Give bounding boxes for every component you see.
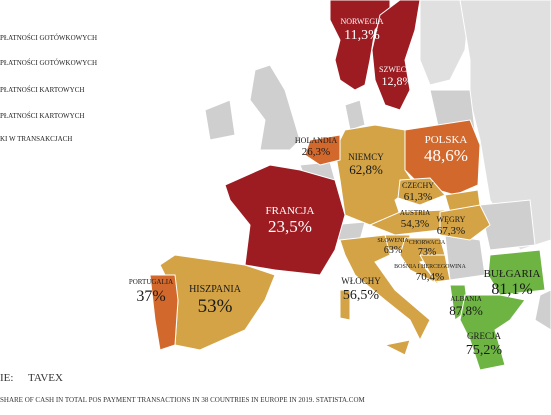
- country-name: PORTUGALIA: [129, 278, 173, 286]
- country-value: 26,3%: [302, 146, 330, 158]
- country-name: NORWEGIA: [340, 17, 383, 26]
- country-value: 87,8%: [449, 303, 483, 318]
- source-brand: TAVEX: [28, 372, 63, 384]
- source-label: IE:: [0, 372, 13, 384]
- footnote: SHARE OF CASH IN TOTAL POS PAYMENT TRANS…: [0, 396, 366, 404]
- legend-item: PŁATNOŚCI GOTÓWKOWYCH: [0, 34, 97, 42]
- background-countries: [204, 0, 551, 331]
- country-value: 62,8%: [349, 162, 383, 177]
- country-value: 70,4%: [416, 271, 444, 283]
- country-value: 53%: [198, 296, 233, 317]
- country-value: 73%: [418, 247, 436, 258]
- country-name: FRANCJA: [266, 205, 315, 217]
- country-value: 75,2%: [466, 343, 503, 358]
- country-name: SŁOWENIA: [377, 238, 409, 244]
- country-name: CZECHY: [402, 181, 434, 190]
- legend-item: PŁATNOŚCI KARTOWYCH: [0, 86, 84, 94]
- legend-item: PŁATNOŚCI GOTÓWKOWYCH: [0, 59, 97, 67]
- country-value: 56,5%: [343, 288, 380, 303]
- country-value: 61,3%: [404, 191, 432, 203]
- country-name: GRECJA: [467, 331, 502, 341]
- legend: PŁATNOŚCI GOTÓWKOWYCH PŁATNOŚCI GOTÓWKOWY…: [0, 34, 97, 143]
- country-name: CHORWACJA: [409, 240, 446, 246]
- country-value: 11,3%: [344, 28, 380, 43]
- country-name: BUŁGARIA: [484, 268, 541, 280]
- country-name: SZWECJA: [379, 65, 415, 74]
- country-name: ALBANIA: [450, 295, 482, 303]
- country-name: AUSTRIA: [400, 209, 430, 217]
- data-countries: [149, 0, 546, 371]
- country-name: WĘGRY: [437, 215, 466, 224]
- country-value: 23,5%: [268, 217, 312, 236]
- country-name: NIEMCY: [348, 152, 384, 162]
- country-name: WŁOCHY: [341, 276, 381, 286]
- country-name: POLSKA: [425, 134, 468, 146]
- country-value: 12,8%: [382, 74, 413, 88]
- country-value: 67,3%: [437, 225, 465, 237]
- legend-item: PŁATNOŚCI KARTOWYCH: [0, 112, 84, 120]
- country-value: 81,1%: [491, 281, 532, 298]
- country-name: HOLANDIA: [295, 136, 337, 145]
- country-name: BOŚNIA I HERCEGOWINA: [394, 262, 466, 270]
- country-name: HISZPANIA: [189, 284, 242, 295]
- country-value: 48,6%: [424, 146, 468, 165]
- legend-item: KI W TRANSAKCJACH: [0, 135, 72, 143]
- country-value: 54,3%: [401, 218, 429, 230]
- country-value: 63%: [384, 245, 402, 256]
- country-value: 37%: [136, 288, 165, 305]
